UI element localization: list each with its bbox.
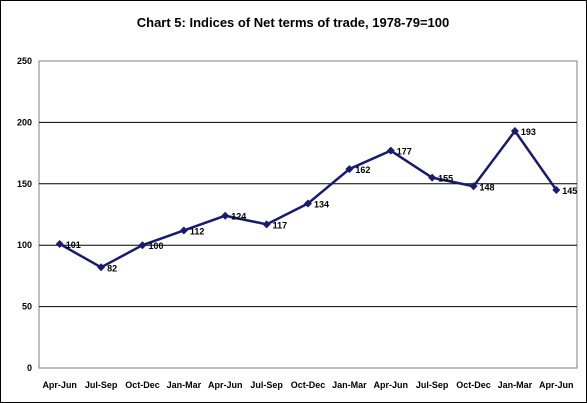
gridlines (39, 121, 577, 308)
data-point-marker (386, 146, 395, 155)
x-tick-label: Jul-Sep (416, 380, 449, 390)
y-tick-label: 250 (17, 56, 32, 66)
x-tick-label: Apr-Jun (539, 380, 574, 390)
y-tick-label: 150 (17, 179, 32, 189)
data-point-marker (97, 263, 106, 272)
chart-title: Chart 5: Indices of Net terms of trade, … (137, 15, 449, 30)
data-point-marker (304, 199, 312, 208)
x-tick-label: Oct-Dec (125, 380, 160, 390)
plot-area (38, 60, 578, 369)
data-markers (55, 126, 561, 272)
data-point-marker (138, 241, 147, 250)
y-tick-label: 0 (27, 363, 32, 373)
data-point-marker (510, 126, 519, 135)
data-point-marker (428, 173, 437, 182)
data-point-marker (552, 185, 561, 194)
data-label: 177 (397, 147, 412, 157)
x-axis-ticks: Apr-Jun Jul-Sep Oct-Dec Jan-Mar Apr-Jun Jul-S… (42, 380, 573, 390)
x-tick-label: Oct-Dec (456, 380, 491, 390)
data-label: 162 (355, 165, 370, 175)
x-tick-label: Jul-Sep (85, 380, 118, 390)
data-label: 193 (521, 127, 536, 137)
data-label: 100 (148, 241, 163, 251)
data-label: 117 (273, 220, 288, 230)
x-tick-label: Jan-Mar (498, 380, 533, 390)
x-tick-label: Jan-Mar (332, 380, 367, 390)
data-point-marker (55, 239, 64, 248)
data-point-marker (345, 165, 354, 174)
data-label: 82 (107, 263, 117, 273)
data-label: 124 (231, 212, 246, 222)
data-point-marker (469, 182, 478, 191)
data-label: 112 (190, 226, 205, 236)
x-tick-label: Jan-Mar (167, 380, 202, 390)
x-tick-label: Apr-Jun (374, 380, 409, 390)
data-label: 155 (438, 174, 453, 184)
data-point-marker (262, 220, 271, 229)
x-tick-label: Jul-Sep (250, 380, 283, 390)
data-point-marker (179, 226, 188, 235)
data-label: 134 (314, 199, 329, 209)
x-tick-label: Oct-Dec (291, 380, 326, 390)
data-labels: 101 82 100 112 124 117 134 162 177 155 148 193 145 (66, 127, 578, 273)
data-point-marker (221, 211, 230, 220)
y-axis-ticks: 0 50 100 150 200 250 (17, 56, 32, 373)
y-tick-label: 50 (22, 302, 32, 312)
data-label: 101 (66, 240, 81, 250)
data-label: 145 (562, 186, 577, 196)
data-label: 148 (480, 182, 495, 192)
x-tick-label: Apr-Jun (208, 380, 243, 390)
y-tick-label: 200 (17, 117, 32, 127)
y-tick-label: 100 (17, 240, 32, 250)
x-tick-label: Apr-Jun (42, 380, 77, 390)
